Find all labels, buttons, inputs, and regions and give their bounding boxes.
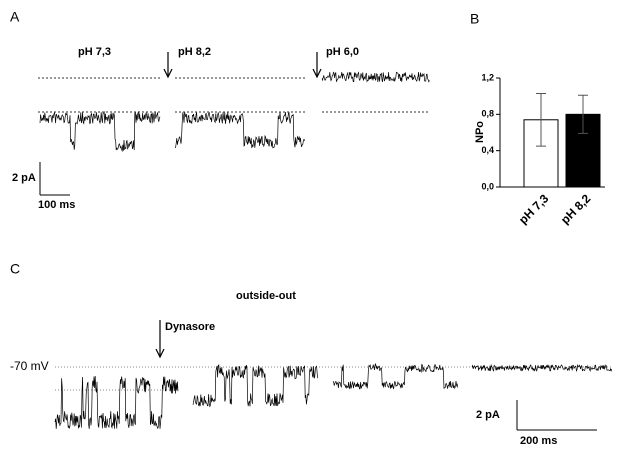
- panel-label: C: [10, 261, 20, 277]
- condition-label: pH 7,3: [78, 46, 111, 58]
- condition-label: pH 6,0: [326, 46, 359, 58]
- current-trace: [332, 363, 459, 390]
- arrow-label: Dynasore: [165, 321, 215, 333]
- scale-bars: [39, 162, 597, 431]
- error-bar: [536, 92, 546, 147]
- y-tick-label: 1,2: [481, 72, 494, 82]
- y-tick-label: 0,0: [481, 181, 494, 191]
- current-trace: [192, 364, 319, 408]
- x-tick-label: pH 7,3: [516, 191, 552, 227]
- scale-label: 2 pA: [12, 172, 36, 184]
- potential-label: -70 mV: [10, 359, 49, 373]
- panel-label: B: [470, 11, 479, 27]
- y-axis-label: NPo: [474, 121, 486, 143]
- panel-label: A: [10, 9, 20, 25]
- current-trace: [321, 71, 430, 83]
- error-bar: [578, 94, 588, 134]
- arrows: [155, 52, 322, 359]
- traces: [39, 71, 613, 430]
- current-trace: [39, 110, 161, 153]
- scale-label: 100 ms: [38, 199, 75, 211]
- y-tick-label: 0,8: [481, 109, 494, 119]
- current-trace: [54, 375, 179, 430]
- scale-label: 200 ms: [520, 435, 557, 447]
- condition-label: pH 8,2: [178, 46, 211, 58]
- y-tick-label: 0,4: [481, 145, 494, 155]
- x-tick-label: pH 8,2: [558, 191, 594, 227]
- section-title: outside-out: [236, 290, 296, 302]
- scale-label: 2 pA: [476, 409, 500, 421]
- current-trace: [471, 363, 613, 373]
- current-trace: [174, 111, 305, 149]
